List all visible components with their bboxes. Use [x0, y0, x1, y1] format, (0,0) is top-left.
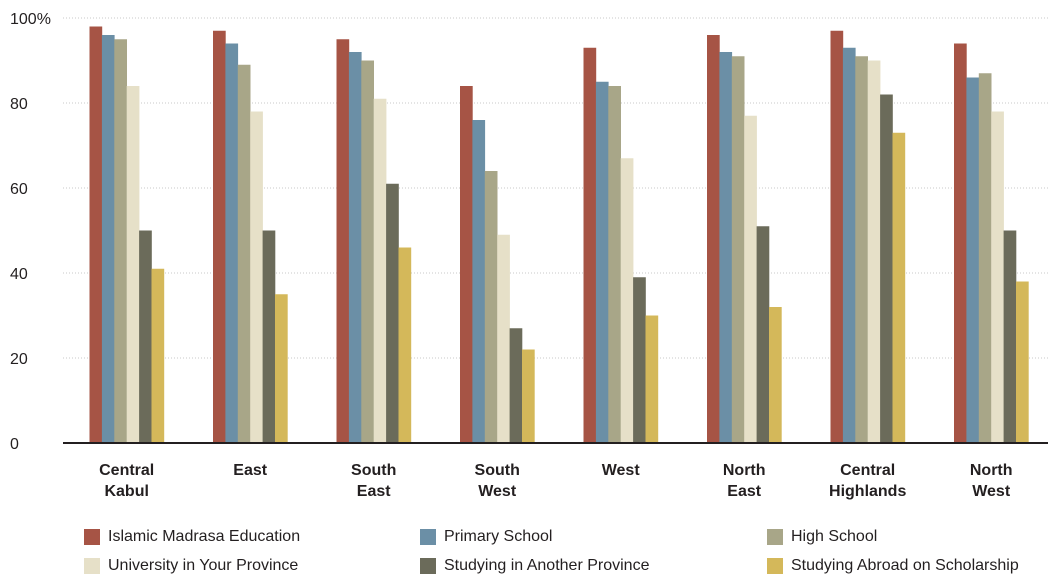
y-axis-tick-labels: 0 20 40 60 80 100% — [10, 11, 51, 453]
legend-swatch — [767, 529, 783, 545]
bar — [262, 230, 276, 443]
legend-label: Primary School — [444, 528, 553, 545]
legend-item-islamic-madrasa: Islamic Madrasa Education — [84, 526, 300, 548]
bar — [151, 268, 165, 443]
bar — [275, 294, 288, 443]
bar — [522, 349, 535, 443]
legend-item-primary-school: Primary School — [420, 526, 552, 548]
bar — [497, 234, 510, 443]
bar — [336, 39, 350, 443]
bar — [126, 86, 140, 443]
bar — [892, 132, 906, 443]
legend-label: High School — [791, 528, 878, 545]
bars — [89, 26, 1029, 443]
bar — [225, 43, 239, 443]
bar — [89, 26, 103, 443]
bar — [719, 52, 733, 443]
x-tick-label: West — [602, 462, 641, 479]
bar — [484, 171, 498, 443]
bar — [250, 111, 263, 443]
legend-swatch — [420, 529, 436, 545]
x-tick-label: North West — [970, 462, 1013, 500]
y-tick-label: 40 — [10, 266, 28, 283]
bar — [460, 86, 473, 443]
y-tick-label: 20 — [10, 351, 28, 368]
legend-swatch — [420, 558, 436, 574]
bar — [1003, 230, 1017, 443]
bar — [237, 64, 251, 443]
bar — [645, 315, 659, 443]
gridlines — [63, 17, 1048, 359]
x-axis-tick-labels: Central Kabul East South East South West West No… — [99, 462, 1012, 500]
legend-swatch — [84, 558, 100, 574]
bar — [756, 226, 770, 443]
x-tick-label: South West — [475, 462, 520, 500]
legend-item-high-school: High School — [767, 526, 877, 548]
bar — [373, 98, 387, 443]
legend-swatch — [84, 529, 100, 545]
bar — [744, 115, 757, 443]
bar — [842, 47, 856, 443]
x-tick-label: East — [233, 462, 267, 479]
bar — [472, 120, 486, 443]
bar — [386, 183, 399, 443]
legend-swatch — [767, 558, 783, 574]
legend: Islamic Madrasa Education Primary School… — [84, 526, 1048, 579]
bar — [731, 56, 745, 443]
bar — [139, 230, 152, 443]
bar — [101, 35, 115, 443]
legend-item-abroad-scholarship: Studying Abroad on Scholarship — [767, 555, 1019, 577]
bar — [213, 30, 226, 443]
bar — [830, 30, 844, 443]
bar — [978, 73, 992, 443]
x-tick-label: Central Kabul — [99, 462, 154, 500]
bar — [855, 56, 868, 443]
bar — [954, 43, 967, 443]
bar — [361, 60, 374, 443]
y-tick-label: 0 — [10, 436, 19, 453]
bar — [583, 47, 597, 443]
bar — [608, 86, 621, 443]
bar — [398, 247, 412, 443]
y-tick-label: 100% — [10, 11, 51, 28]
legend-label: Studying in Another Province — [444, 557, 650, 574]
bar — [509, 328, 523, 443]
bar — [595, 81, 609, 443]
bar — [991, 111, 1004, 443]
x-tick-label: North East — [723, 462, 766, 500]
y-tick-label: 80 — [10, 96, 28, 113]
bar — [633, 277, 646, 443]
bar — [707, 35, 720, 443]
bar — [348, 52, 362, 443]
bar — [1016, 281, 1029, 443]
bar — [867, 60, 881, 443]
y-tick-label: 60 — [10, 181, 28, 198]
bar — [966, 77, 980, 443]
bar — [620, 158, 634, 443]
bar — [114, 39, 127, 443]
bar — [769, 307, 782, 443]
legend-item-university: University in Your Province — [84, 555, 298, 577]
bar — [880, 94, 893, 443]
x-tick-label: South East — [351, 462, 396, 500]
legend-item-another-province: Studying in Another Province — [420, 555, 649, 577]
x-tick-label: Central Highlands — [829, 462, 906, 500]
legend-label: Studying Abroad on Scholarship — [791, 557, 1019, 574]
legend-label: Islamic Madrasa Education — [108, 528, 301, 545]
legend-label: University in Your Province — [108, 557, 299, 574]
